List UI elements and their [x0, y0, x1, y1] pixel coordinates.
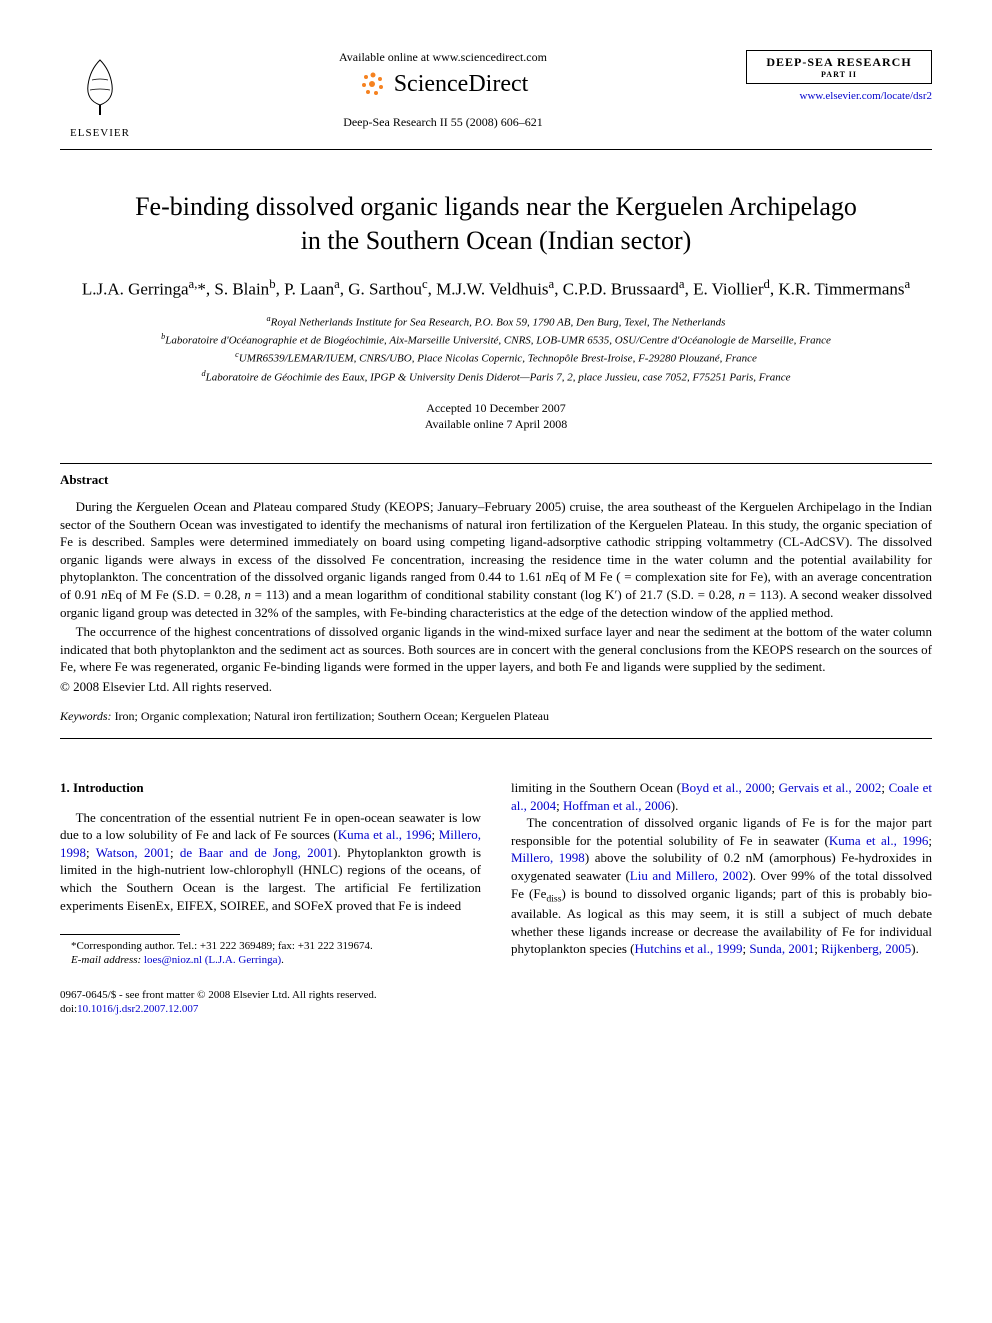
footnote-separator: [60, 934, 180, 935]
abstract-body: During the Kerguelen Ocean and Plateau c…: [60, 498, 932, 695]
ref-link[interactable]: Kuma et al., 1996: [338, 827, 432, 842]
ref-link[interactable]: Kuma et al., 1996: [829, 833, 928, 848]
header-rule: [60, 149, 932, 150]
ref-link[interactable]: Rijkenberg, 2005: [821, 941, 911, 956]
affiliation-c: cUMR6539/LEMAR/IUEM, CNRS/UBO, Place Nic…: [60, 349, 932, 367]
available-online-text: Available online at www.sciencedirect.co…: [140, 50, 746, 65]
ref-link[interactable]: de Baar and de Jong, 2001: [180, 845, 333, 860]
body-columns: 1. Introduction The concentration of the…: [60, 779, 932, 967]
sciencedirect-logo: ScienceDirect: [140, 69, 746, 99]
authors: L.J.A. Gerringaa,*, S. Blainb, P. Laana,…: [60, 276, 932, 301]
ref-link[interactable]: Gervais et al., 2002: [779, 780, 882, 795]
intro-p1-cont: limiting in the Southern Ocean (Boyd et …: [511, 779, 932, 814]
right-header-block: DEEP-SEA RESEARCH PART II www.elsevier.c…: [746, 50, 932, 102]
left-column: 1. Introduction The concentration of the…: [60, 779, 481, 967]
abstract-heading: Abstract: [60, 472, 932, 488]
ref-link[interactable]: Liu and Millero, 2002: [630, 868, 749, 883]
section-1-heading: 1. Introduction: [60, 779, 481, 797]
email-footnote: E-mail address: loes@nioz.nl (L.J.A. Ger…: [60, 953, 481, 967]
accepted-date: Accepted 10 December 2007: [60, 400, 932, 417]
footer: 0967-0645/$ - see front matter © 2008 El…: [60, 988, 932, 1017]
keywords-label: Keywords:: [60, 709, 112, 723]
ref-link[interactable]: Millero, 1998: [511, 850, 585, 865]
copyright: © 2008 Elsevier Ltd. All rights reserved…: [60, 678, 932, 696]
journal-link[interactable]: www.elsevier.com/locate/dsr2: [746, 90, 932, 102]
ref-link[interactable]: Sunda, 2001: [749, 941, 814, 956]
footer-doi: doi:10.1016/j.dsr2.2007.12.007: [60, 1002, 932, 1016]
ref-link[interactable]: Boyd et al., 2000: [681, 780, 771, 795]
online-date: Available online 7 April 2008: [60, 416, 932, 433]
affiliation-b: bLaboratoire d'Océanographie et de Biogé…: [60, 331, 932, 349]
abstract-p1: During the Kerguelen Ocean and Plateau c…: [60, 498, 932, 621]
email-link[interactable]: loes@nioz.nl (L.J.A. Gerringa): [144, 954, 281, 966]
sciencedirect-icon: [358, 69, 388, 99]
corresponding-author-footnote: *Corresponding author. Tel.: +31 222 369…: [60, 939, 481, 953]
header-row: ELSEVIER Available online at www.science…: [60, 50, 932, 139]
article-dates: Accepted 10 December 2007 Available onli…: [60, 400, 932, 434]
abstract-rule-top: [60, 463, 932, 464]
elsevier-logo: ELSEVIER: [60, 50, 140, 139]
ref-link[interactable]: Hutchins et al., 1999: [634, 941, 742, 956]
doi-link[interactable]: 10.1016/j.dsr2.2007.12.007: [77, 1003, 198, 1015]
sciencedirect-text: ScienceDirect: [394, 71, 529, 98]
keywords-list: Iron; Organic complexation; Natural iron…: [112, 709, 549, 723]
elsevier-label: ELSEVIER: [60, 127, 140, 139]
article-title: Fe-binding dissolved organic ligands nea…: [60, 190, 932, 258]
page: ELSEVIER Available online at www.science…: [0, 0, 992, 1056]
journal-name: DEEP-SEA RESEARCH: [749, 55, 929, 70]
abstract-p2: The occurrence of the highest concentrat…: [60, 623, 932, 676]
right-column: limiting in the Southern Ocean (Boyd et …: [511, 779, 932, 967]
affiliations: aRoyal Netherlands Institute for Sea Res…: [60, 313, 932, 386]
abstract-rule-bottom: [60, 738, 932, 739]
keywords: Keywords: Iron; Organic complexation; Na…: [60, 709, 932, 724]
ref-link[interactable]: Hoffman et al., 2006: [563, 798, 671, 813]
journal-reference: Deep-Sea Research II 55 (2008) 606–621: [140, 115, 746, 130]
journal-box: DEEP-SEA RESEARCH PART II: [746, 50, 932, 84]
footer-copyright: 0967-0645/$ - see front matter © 2008 El…: [60, 988, 932, 1002]
ref-link[interactable]: Watson, 2001: [96, 845, 170, 860]
affiliation-a: aRoyal Netherlands Institute for Sea Res…: [60, 313, 932, 331]
intro-p2: The concentration of dissolved organic l…: [511, 814, 932, 958]
journal-part: PART II: [749, 70, 929, 79]
intro-p1: The concentration of the essential nutri…: [60, 809, 481, 914]
center-header: Available online at www.sciencedirect.co…: [140, 50, 746, 130]
affiliation-d: dLaboratoire de Géochimie des Eaux, IPGP…: [60, 368, 932, 386]
elsevier-tree-icon: [70, 50, 130, 120]
